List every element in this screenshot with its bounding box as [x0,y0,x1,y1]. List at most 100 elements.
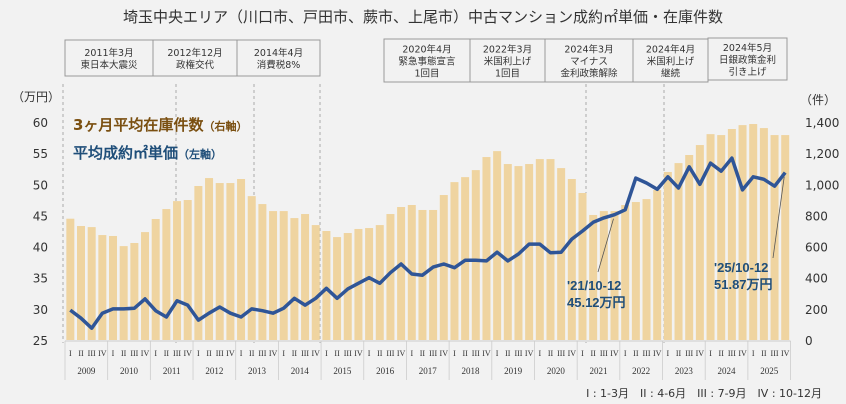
price-line-path [69,156,787,330]
quarter-label: II [591,349,597,358]
right-tick-label: 400 [805,272,828,286]
quarter-label: II [633,349,639,358]
inventory-bar [77,226,86,340]
quarter-label: III [557,349,565,358]
quarter-label: IV [738,349,747,358]
inventory-bar [386,214,395,340]
y-axis-ticks: 253035404550556002004006008001,0001,2001… [33,116,840,348]
event-date: 2020年4月 [402,44,451,56]
inventory-bar [141,232,150,340]
quarter-label: III [643,349,651,358]
inventory-bar [781,135,790,340]
quarter-label: III [685,349,693,358]
inventory-bar [482,157,491,340]
quarter-label: IV [226,349,235,358]
event-date: 2022年3月 [483,44,532,56]
quarter-label: I [752,349,755,358]
legend: 3ヶ月平均在庫件数（右軸） 平均成約㎡単価（左軸） [73,116,247,162]
quarter-label: II [719,349,725,358]
left-tick-label: 60 [33,116,48,130]
quarter-label: III [472,349,480,358]
right-tick-label: 1,200 [805,147,839,161]
inventory-bar [578,193,587,340]
event-label: 米国利上げ [484,56,532,68]
inventory-bar [567,178,576,340]
legend-price: 平均成約㎡単価（左軸） [73,144,222,162]
event-box-frame [544,38,634,83]
inventory-bar [343,233,352,340]
inventory-bar [525,164,534,340]
left-tick-label: 35 [33,272,48,286]
event-date: 2024年5月 [723,42,772,54]
quarter-label: III [258,349,266,358]
quarter-label: IV [141,349,150,358]
quarter-label: IV [354,349,363,358]
quarter-label: I [624,349,627,358]
quarter-label: III [429,349,437,358]
right-axis-unit: （件） [800,93,836,107]
quarter-label: IV [525,349,534,358]
quarter-label: III [173,349,181,358]
inventory-bar [151,219,160,340]
inventory-bar [706,134,715,340]
annotation-value: 51.87万円 [714,277,773,292]
quarter-label: III [386,349,394,358]
inventory-bar [66,218,75,340]
quarter-label: I [69,349,72,358]
event-label: 緊急事態宣言 [398,56,456,68]
legend-price-label: 平均成約㎡単価 [73,144,178,162]
inventory-bar [471,170,480,340]
inventory-bar [333,237,342,340]
left-tick-label: 55 [33,147,48,161]
year-label: 2015 [333,366,352,376]
inventory-bar [183,200,192,340]
inventory-bar [87,227,96,340]
inventory-bar [130,242,139,340]
inventory-bar [439,195,448,340]
quarter-label: IV [397,349,406,358]
quarter-label: III [216,349,224,358]
inventory-bar [738,125,747,340]
inventory-bar [279,211,288,340]
event-label: 政権交代 [176,59,215,71]
event-date: 2024年3月 [564,44,613,56]
event-label: 消費税8% [257,59,301,71]
inventory-bar [450,182,459,340]
quarter-label: III [301,349,309,358]
quarter-label: II [676,349,682,358]
year-label: 2019 [504,366,523,376]
inventory-bar [749,124,758,340]
quarter-label: I [154,349,157,358]
event-dashed-lines [62,84,665,343]
quarter-label: I [197,349,200,358]
quarter-label: II [206,349,212,358]
event-label: マイナス [570,57,608,68]
quarter-label: III [130,349,138,358]
inventory-bar [770,135,779,340]
inventory-bar [759,128,768,340]
quarter-label: I [581,349,584,358]
inventory-bar [205,178,214,340]
quarter-label: I [240,349,243,358]
quarter-label: I [282,349,285,358]
event-date: 2014年4月 [254,47,303,59]
inventory-bar [717,135,726,340]
year-label: 2009 [77,366,96,376]
right-tick-label: 600 [805,241,828,255]
quarter-label: II [462,349,468,358]
annotation-leader [597,218,614,273]
event-date: 2012年12月 [167,47,222,59]
quarter-label: I [496,349,499,358]
event-box-frame [632,38,709,83]
quarter-label: IV [269,349,278,358]
inventory-bar [215,183,224,340]
quarter-label: II [377,349,383,358]
event-box-frame [236,39,321,77]
inventory-bar [546,159,555,340]
quarter-label: IV [183,349,192,358]
inventory-bar [610,211,619,340]
left-tick-label: 40 [33,241,48,255]
